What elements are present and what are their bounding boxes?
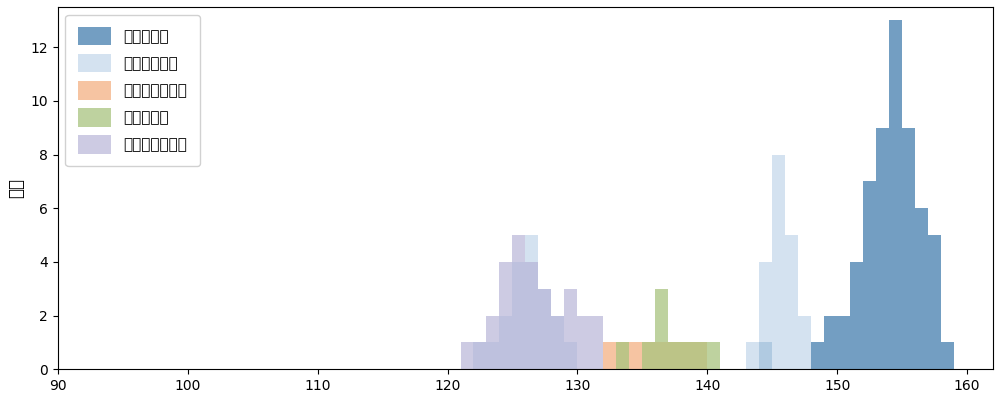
Bar	[655, 342, 668, 369]
Bar	[512, 235, 525, 369]
Bar	[642, 342, 655, 369]
Bar	[603, 342, 616, 369]
Bar	[461, 342, 473, 369]
Bar	[629, 342, 642, 369]
Bar	[928, 235, 941, 369]
Bar	[668, 342, 681, 369]
Bar	[616, 342, 629, 369]
Bar	[694, 342, 707, 369]
Bar	[902, 128, 915, 369]
Bar	[863, 182, 876, 369]
Bar	[538, 289, 551, 369]
Bar	[551, 316, 564, 369]
Bar	[473, 342, 486, 369]
Bar	[759, 342, 772, 369]
Bar	[811, 342, 824, 369]
Bar	[642, 342, 655, 369]
Bar	[655, 289, 668, 369]
Bar	[694, 342, 707, 369]
Bar	[707, 342, 720, 369]
Bar	[486, 316, 499, 369]
Bar	[798, 316, 811, 369]
Bar	[681, 342, 694, 369]
Bar	[499, 316, 512, 369]
Bar	[915, 208, 928, 369]
Bar	[616, 342, 629, 369]
Bar	[525, 235, 538, 369]
Bar	[941, 342, 954, 369]
Bar	[525, 262, 538, 369]
Bar	[889, 20, 902, 369]
Bar	[876, 128, 889, 369]
Bar	[824, 316, 837, 369]
Bar	[486, 342, 499, 369]
Bar	[590, 316, 603, 369]
Bar	[681, 342, 694, 369]
Bar	[759, 262, 772, 369]
Bar	[564, 342, 577, 369]
Bar	[785, 235, 798, 369]
Bar	[746, 342, 759, 369]
Bar	[473, 342, 486, 369]
Bar	[538, 289, 551, 369]
Bar	[772, 154, 785, 369]
Bar	[551, 316, 564, 369]
Y-axis label: 球数: 球数	[7, 178, 25, 198]
Bar	[668, 342, 681, 369]
Bar	[512, 262, 525, 369]
Bar	[850, 262, 863, 369]
Bar	[564, 289, 577, 369]
Bar	[837, 316, 850, 369]
Legend: ストレート, カットボール, チェンジアップ, スライダー, ナックルカーブ: ストレート, カットボール, チェンジアップ, スライダー, ナックルカーブ	[65, 14, 200, 166]
Bar	[577, 316, 590, 369]
Bar	[499, 262, 512, 369]
